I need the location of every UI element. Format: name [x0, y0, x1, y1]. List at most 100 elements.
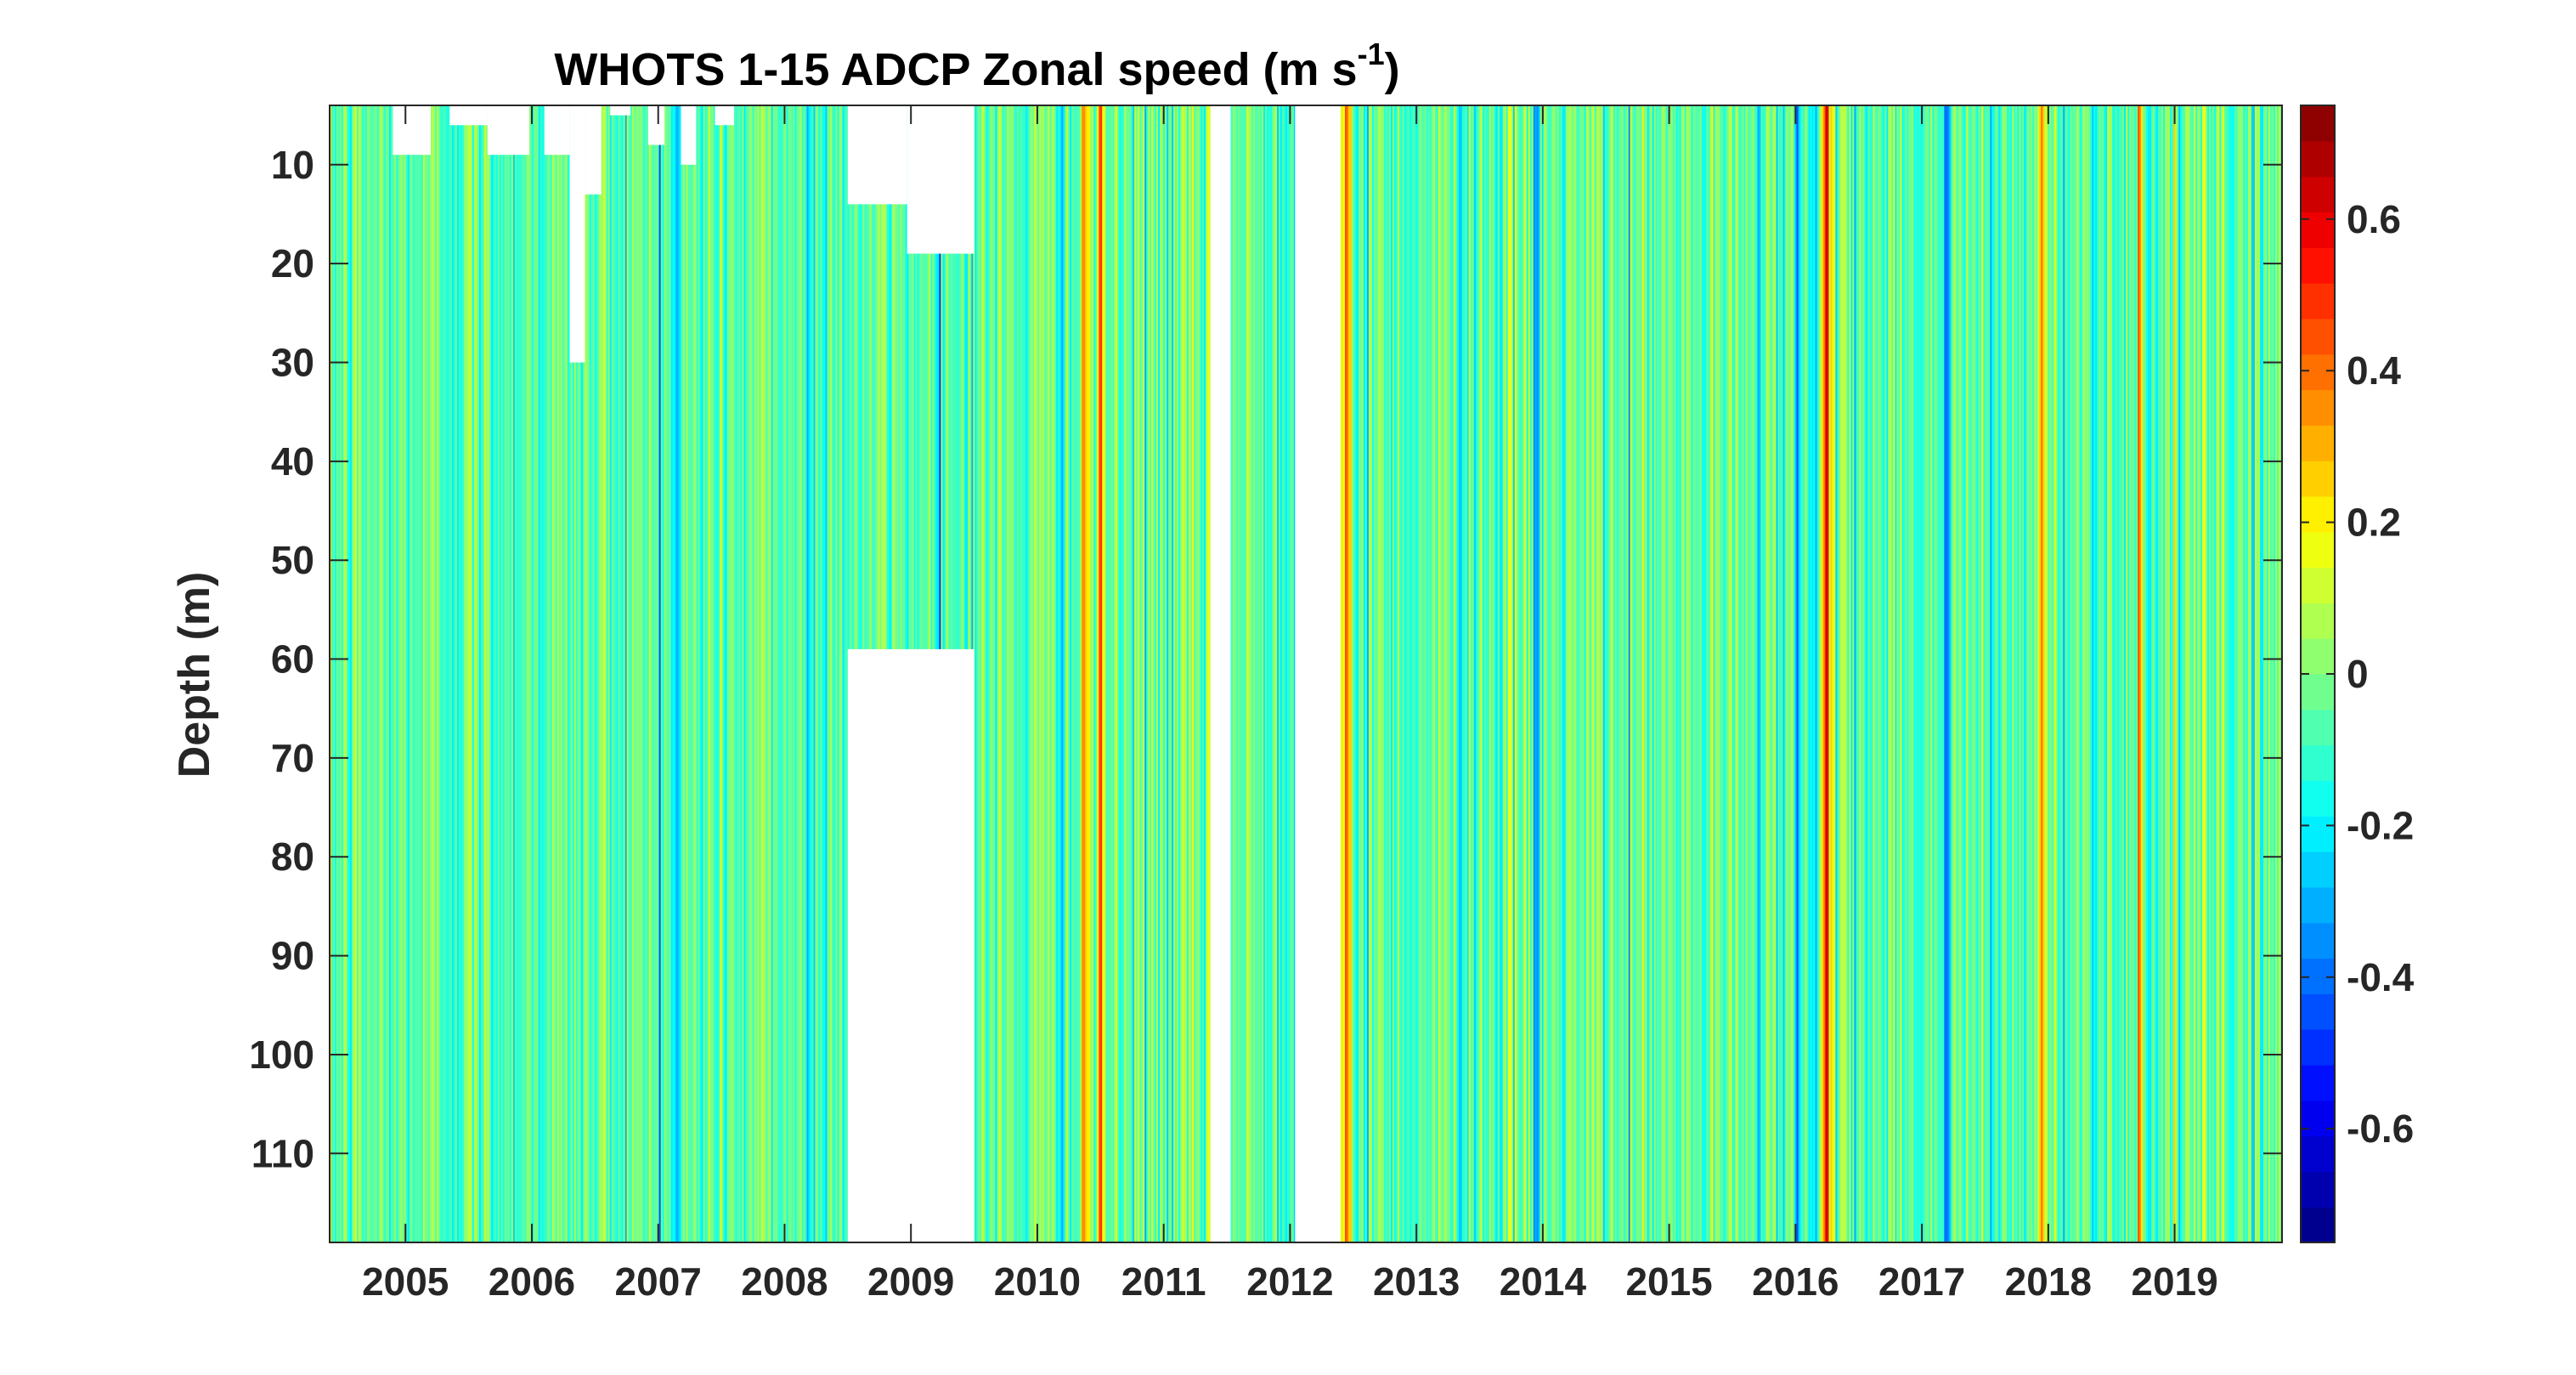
colorbar-level — [2301, 318, 2335, 355]
heatmap-stripe — [645, 105, 648, 1242]
heatmap-stripe — [1675, 105, 1679, 1242]
heatmap-stripe — [341, 105, 344, 1242]
heatmap-stripe — [441, 105, 444, 1242]
heatmap-stripe — [339, 105, 342, 1242]
heatmap-stripe — [1371, 105, 1375, 1242]
heatmap-stripe — [1777, 105, 1781, 1242]
heatmap-stripe — [1088, 105, 1092, 1242]
data-gap — [393, 105, 431, 156]
axis-ticks — [330, 105, 2282, 1242]
heatmap-stripe — [2083, 105, 2087, 1242]
heatmap-stripe — [550, 105, 553, 1242]
heatmap-stripe — [1998, 105, 2002, 1242]
heatmap-stripe — [774, 105, 777, 1242]
y-tick-label: 110 — [251, 1131, 314, 1175]
colorbar-level — [2301, 780, 2335, 817]
heatmap-stripe — [1986, 105, 1990, 1242]
heatmap-stripe — [1796, 105, 1799, 1242]
heatmap-stripe — [1393, 105, 1397, 1242]
heatmap-stripe — [1985, 105, 1988, 1242]
heatmap-stripe — [1528, 105, 1531, 1242]
heatmap-stripe — [1942, 105, 1946, 1242]
heatmap-stripe — [976, 105, 980, 1242]
heatmap-stripe — [1197, 105, 1200, 1242]
heatmap-stripe — [1024, 105, 1027, 1242]
heatmap-stripe — [2065, 105, 2068, 1242]
colorbar-level — [2301, 283, 2335, 320]
heatmap-stripe — [1199, 105, 1202, 1242]
heatmap-stripe — [1536, 105, 1539, 1242]
heatmap-stripe — [993, 105, 997, 1242]
heatmap-stripe — [1873, 105, 1876, 1242]
heatmap-stripe — [2189, 105, 2191, 1242]
heatmap-stripe — [556, 105, 560, 1242]
heatmap-stripe — [757, 105, 760, 1242]
heatmap-stripe — [825, 105, 828, 1242]
heatmap-stripe — [2121, 105, 2124, 1242]
heatmap-stripe — [1808, 105, 1811, 1242]
heatmap-stripe — [1624, 105, 1628, 1242]
heatmap-stripe — [534, 105, 538, 1242]
heatmap-stripe — [2255, 105, 2257, 1242]
heatmap-stripe — [1341, 105, 1344, 1242]
heatmap-stripe — [828, 105, 832, 1242]
heatmap-stripe — [563, 105, 567, 1242]
heatmap-stripe — [1534, 105, 1538, 1242]
heatmap-stripe — [1519, 105, 1522, 1242]
heatmap-stripe — [1682, 105, 1686, 1242]
heatmap-stripe — [1180, 105, 1183, 1242]
heatmap-stripe — [2129, 105, 2133, 1242]
data-gap — [585, 105, 602, 195]
chart-title: WHOTS 1-15 ADCP Zonal speed (m s-1) — [554, 37, 1399, 95]
heatmap-stripe — [1272, 105, 1274, 1242]
heatmap-stripe — [1607, 105, 1611, 1242]
heatmap-stripe — [1716, 105, 1720, 1242]
heatmap-stripe — [2277, 105, 2279, 1242]
heatmap-stripe — [1767, 105, 1771, 1242]
heatmap-stripe — [426, 105, 429, 1242]
heatmap-stripe — [1117, 105, 1121, 1242]
heatmap-stripe — [1251, 105, 1254, 1242]
heatmap-stripe — [2080, 105, 2083, 1242]
heatmap-stripe — [1647, 105, 1650, 1242]
heatmap-stripe — [424, 105, 427, 1242]
heatmap-stripe — [1376, 105, 1380, 1242]
heatmap-stripe — [1847, 105, 1850, 1242]
heatmap-stripe — [1359, 105, 1363, 1242]
heatmap-stripe — [1665, 105, 1669, 1242]
heatmap-stripe — [1475, 105, 1478, 1242]
colorbar-level — [2301, 176, 2335, 213]
heatmap-stripe — [1526, 105, 1529, 1242]
colorbar-tick-label: 0 — [2347, 652, 2369, 696]
heatmap-stripe — [439, 105, 443, 1242]
heatmap-stripe — [432, 105, 436, 1242]
heatmap-stripe — [665, 105, 669, 1242]
heatmap-stripe — [354, 105, 358, 1242]
heatmap-stripe — [725, 105, 728, 1242]
heatmap-stripe — [331, 105, 334, 1242]
heatmap-stripe — [444, 105, 448, 1242]
heatmap-stripe — [1177, 105, 1180, 1242]
heatmap-stripe — [1404, 105, 1407, 1242]
heatmap-stripe — [801, 105, 805, 1242]
heatmap-stripe — [998, 105, 1002, 1242]
x-tick-label: 2005 — [362, 1259, 449, 1304]
heatmap-stripe — [1648, 105, 1652, 1242]
heatmap-stripe — [635, 105, 638, 1242]
heatmap-stripe — [1104, 105, 1107, 1242]
heatmap-stripe — [495, 105, 499, 1242]
heatmap-stripe — [2180, 105, 2183, 1242]
heatmap-stripe — [1005, 105, 1008, 1242]
heatmap-stripe — [351, 105, 354, 1242]
x-tick-label: 2015 — [1625, 1259, 1712, 1304]
heatmap-stripe — [1905, 105, 1908, 1242]
heatmap-stripe — [833, 105, 837, 1242]
heatmap-stripe — [1107, 105, 1110, 1242]
heatmap-stripe — [684, 105, 687, 1242]
plot-frame — [329, 105, 2283, 1243]
heatmap-stripe — [1699, 105, 1703, 1242]
heatmap-stripe — [1626, 105, 1630, 1242]
heatmap-stripe — [743, 105, 747, 1242]
heatmap-stripe — [1850, 105, 1854, 1242]
heatmap-stripe — [1427, 105, 1431, 1242]
